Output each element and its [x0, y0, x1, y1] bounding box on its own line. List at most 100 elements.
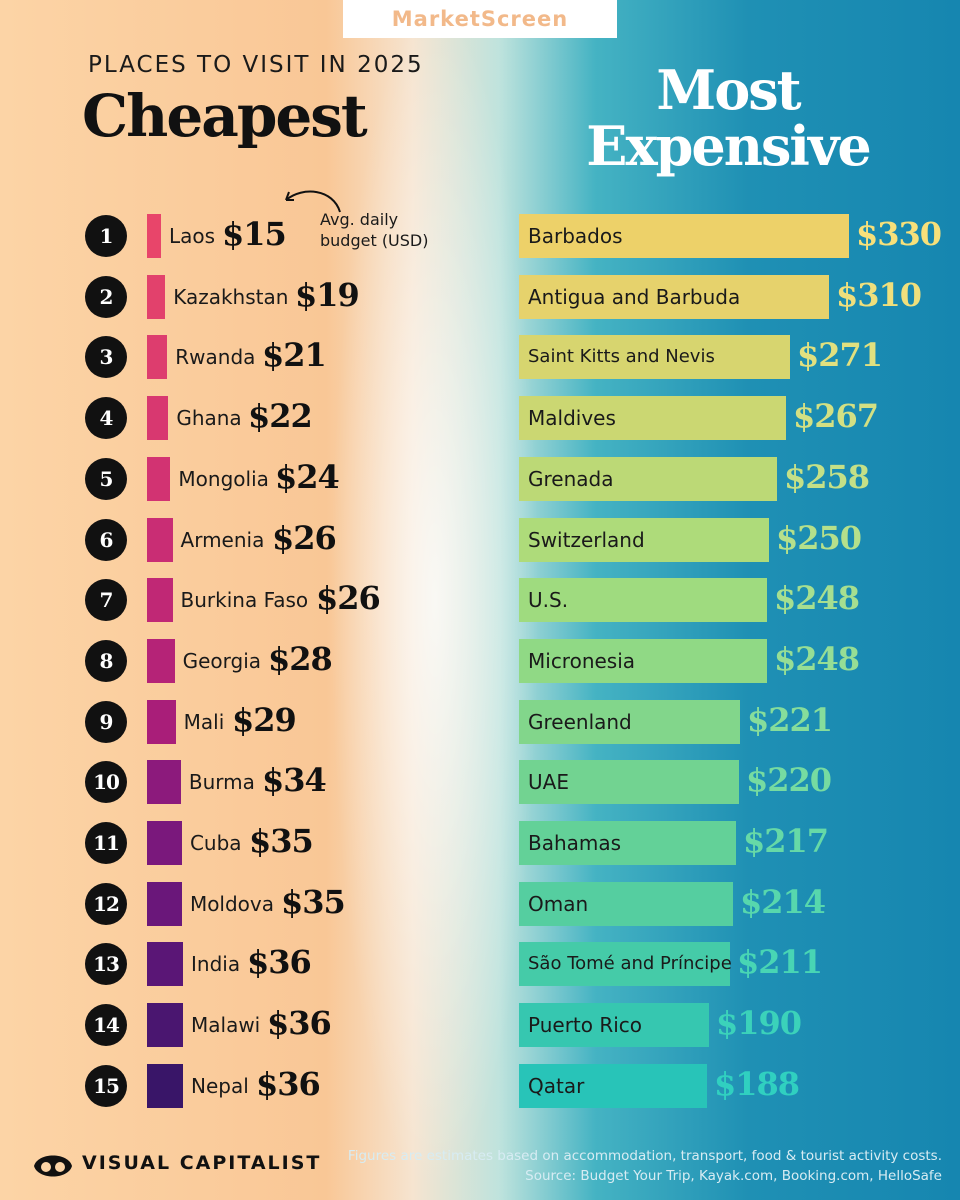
most-expensive-bar	[519, 1003, 709, 1048]
cheapest-bar	[147, 517, 173, 562]
cheapest-title: Cheapest	[82, 82, 368, 150]
most-expensive-value-label: $258	[784, 457, 870, 496]
cheapest-bar	[147, 396, 169, 441]
cheapest-country-label: Nepal	[191, 1073, 249, 1098]
cheapest-bar	[147, 699, 176, 744]
most-expensive-value-label: $220	[746, 761, 832, 800]
rank-badge: 1	[85, 215, 127, 257]
most-expensive-country-label: Micronesia	[528, 648, 636, 673]
budget-annotation: Avg. daily budget (USD)	[320, 210, 429, 250]
most-expensive-value-label: $330	[856, 215, 942, 253]
most-expensive-bar	[519, 760, 739, 805]
cheapest-bar	[147, 456, 171, 501]
cheapest-bar	[147, 335, 168, 380]
most-expensive-value-label: $217	[743, 822, 829, 860]
most-expensive-bar	[519, 517, 769, 562]
cheapest-value-label: $36	[256, 1064, 321, 1103]
cheapest-value-label: $21	[262, 336, 327, 375]
cheapest-country-label: India	[191, 952, 241, 977]
most-expensive-bar	[519, 699, 740, 744]
rank-badge: 7	[85, 579, 127, 622]
cheapest-bar	[147, 1003, 183, 1048]
cheapest-bar	[147, 942, 183, 987]
cheapest-country-label: Kazakhstan	[173, 284, 289, 309]
cheapest-country-label: Moldova	[189, 891, 275, 916]
visual-capitalist-logo-icon	[34, 1155, 72, 1177]
most-expensive-country-label: Qatar	[528, 1073, 585, 1098]
most-expensive-bar	[519, 274, 829, 319]
cheapest-value-label: $26	[272, 518, 337, 557]
source-note: Source: Budget Your Trip, Kayak.com, Boo…	[525, 1168, 942, 1184]
most-expensive-bar	[519, 1063, 707, 1108]
rank-badge: 9	[85, 700, 127, 743]
most-expensive-value-label: $248	[774, 579, 860, 618]
cheapest-country-label: Rwanda	[175, 345, 256, 370]
rank-badge: 4	[85, 397, 127, 440]
brand-text: MarketScreen	[391, 7, 569, 31]
cheapest-country-label: Ghana	[176, 406, 242, 431]
most-expensive-country-label: Bahamas	[528, 831, 622, 855]
cheapest-country-label: Laos	[169, 224, 216, 248]
most-expensive-value-label: $248	[774, 639, 860, 678]
cheapest-value-label: $24	[275, 457, 340, 496]
rank-badge: 3	[85, 336, 127, 379]
cheapest-bar	[147, 214, 161, 258]
most-expensive-value-label: $310	[836, 275, 922, 314]
cheapest-country-label: Mali	[183, 709, 225, 734]
most-expensive-country-label: Oman	[528, 891, 589, 916]
most-expensive-value-label: $250	[776, 518, 862, 557]
cheapest-value-label: $15	[222, 215, 287, 253]
most-expensive-value-label: $211	[737, 943, 823, 982]
most-expensive-value-label: $214	[740, 882, 826, 921]
most-expensive-country-label: Switzerland	[528, 527, 645, 552]
most-expensive-bar	[519, 638, 767, 683]
most-expensive-bar	[519, 942, 730, 987]
cheapest-value-label: $34	[262, 761, 327, 800]
most-expensive-value-label: $271	[797, 336, 883, 375]
rank-badge: 15	[85, 1064, 127, 1107]
cheapest-value-label: $22	[248, 397, 313, 436]
cheapest-bar	[147, 274, 166, 319]
cheapest-bar	[147, 821, 182, 865]
most-expensive-country-label: Antigua and Barbuda	[528, 284, 741, 309]
rank-badge: 2	[85, 275, 127, 318]
most-expensive-bar	[519, 335, 790, 380]
cheapest-value-label: $36	[267, 1004, 332, 1043]
cheapest-country-label: Mongolia	[178, 466, 269, 491]
rank-badge: 5	[85, 457, 127, 500]
cheapest-value-label: $29	[232, 700, 297, 739]
most-expensive-country-label: Grenada	[528, 466, 614, 491]
cheapest-country-label: Armenia	[180, 527, 265, 552]
cheapest-bar	[147, 1063, 183, 1108]
most-expensive-value-label: $188	[714, 1064, 800, 1103]
most-expensive-country-label: Saint Kitts and Nevis	[528, 346, 715, 368]
cheapest-value-label: $36	[247, 943, 312, 982]
most-expensive-value-label: $190	[716, 1004, 802, 1043]
cheapest-country-label: Burma	[188, 770, 255, 795]
cheapest-bar	[147, 578, 173, 623]
rank-badge: 10	[85, 761, 127, 804]
most-expensive-country-label: Barbados	[528, 224, 623, 248]
cheapest-value-label: $26	[316, 579, 381, 618]
curved-arrow-icon	[285, 190, 341, 213]
cheapest-bar	[147, 760, 181, 805]
footnote: Figures are estimates based on accommoda…	[347, 1148, 942, 1164]
most-expensive-value-label: $267	[793, 397, 879, 436]
cheapest-value-label: $35	[249, 822, 314, 860]
rank-badge: 11	[85, 822, 127, 864]
rank-badge: 6	[85, 518, 127, 561]
cheapest-value-label: $28	[268, 639, 333, 678]
most-expensive-country-label: Puerto Rico	[528, 1013, 643, 1038]
rank-badge: 8	[85, 639, 127, 682]
most-expensive-bar	[519, 214, 849, 258]
rank-badge: 13	[85, 943, 127, 986]
subtitle: PLACES TO VISIT IN 2025	[88, 52, 424, 78]
cheapest-country-label: Cuba	[189, 831, 242, 855]
most-expensive-bar	[519, 396, 786, 441]
cheapest-value-label: $19	[295, 275, 360, 314]
most-expensive-title: Most Expensive	[586, 58, 871, 178]
most-expensive-bar	[519, 821, 736, 865]
cheapest-bar	[147, 881, 182, 926]
rank-badge: 14	[85, 1004, 127, 1047]
cheapest-country-label: Malawi	[191, 1013, 261, 1038]
